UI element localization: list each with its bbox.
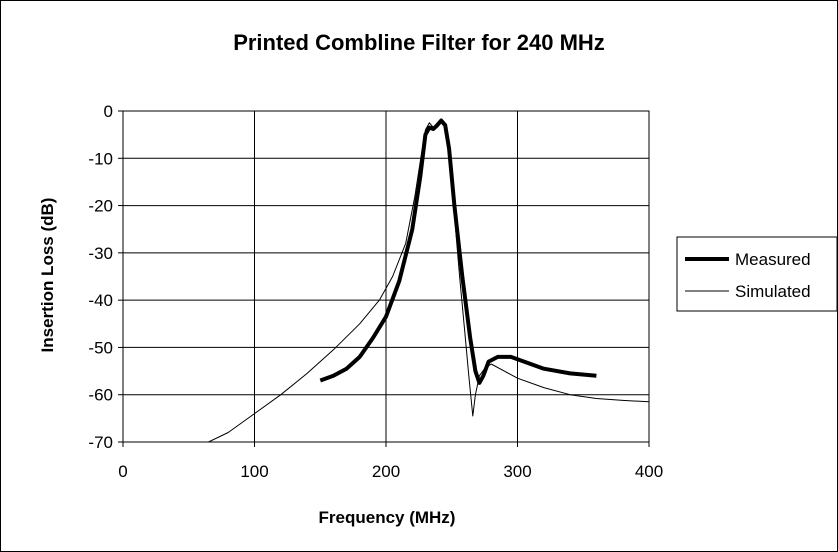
x-tick-label: 400 xyxy=(635,462,663,481)
series-layer xyxy=(208,118,649,442)
grid xyxy=(118,110,650,447)
y-tick-label: -20 xyxy=(88,197,113,216)
y-tick-label: -30 xyxy=(88,244,113,263)
legend-box xyxy=(676,236,837,312)
chart-title: Printed Combline Filter for 240 MHz xyxy=(233,30,605,55)
legend: Measured Simulated xyxy=(676,236,837,312)
y-tick-label: -60 xyxy=(88,386,113,405)
y-tick-label: -10 xyxy=(88,149,113,168)
y-tick-label: -50 xyxy=(88,338,113,357)
x-tick-label: 0 xyxy=(118,462,127,481)
x-axis-label: Frequency (MHz) xyxy=(319,508,456,527)
x-tick-label: 300 xyxy=(503,462,531,481)
y-tick-label: -70 xyxy=(88,433,113,452)
legend-label-measured: Measured xyxy=(735,250,811,269)
x-tick-label: 100 xyxy=(240,462,268,481)
tick-labels: 0 -10 -20 -30 -40 -50 -60 -70 0 100 200 300 400 xyxy=(88,102,663,481)
y-axis-label: Insertion Loss (dB) xyxy=(38,198,57,353)
series-line-measured xyxy=(319,118,597,385)
y-tick-label: -40 xyxy=(88,291,113,310)
legend-label-simulated: Simulated xyxy=(735,282,811,301)
y-tick-label: 0 xyxy=(104,102,113,121)
x-tick-label: 200 xyxy=(372,462,400,481)
